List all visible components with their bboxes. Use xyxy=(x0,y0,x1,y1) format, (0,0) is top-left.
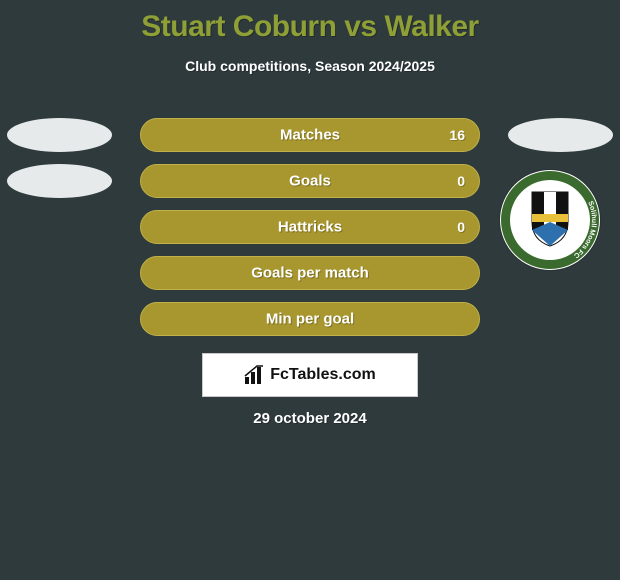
brand-text: FcTables.com xyxy=(270,366,376,384)
stat-row: Matches 16 xyxy=(0,118,620,164)
stat-label: Goals per match xyxy=(251,265,369,282)
stat-bar: Min per goal xyxy=(140,302,480,336)
stat-right-value: 16 xyxy=(449,127,465,143)
page-subtitle: Club competitions, Season 2024/2025 xyxy=(0,58,620,74)
stat-row: Min per goal xyxy=(0,302,620,348)
player-left-pill xyxy=(7,164,112,198)
player-left-pill xyxy=(7,118,112,152)
stat-bar: Goals per match xyxy=(140,256,480,290)
comparison-card: Stuart Coburn vs Walker Club competition… xyxy=(0,0,620,580)
stat-label: Min per goal xyxy=(266,311,354,328)
club-crest: Solihull Moors FC xyxy=(500,170,600,270)
date-line: 29 october 2024 xyxy=(0,410,620,427)
page-title: Stuart Coburn vs Walker xyxy=(0,0,620,44)
player-right-pill xyxy=(508,118,613,152)
stat-label: Hattricks xyxy=(278,219,342,236)
stat-label: Matches xyxy=(280,127,340,144)
brand-box: FcTables.com xyxy=(202,353,418,397)
stat-bar: Goals 0 xyxy=(140,164,480,198)
stat-bar: Matches 16 xyxy=(140,118,480,152)
stat-right-value: 0 xyxy=(457,219,465,235)
stat-label: Goals xyxy=(289,173,331,190)
stat-right-value: 0 xyxy=(457,173,465,189)
stat-bar: Hattricks 0 xyxy=(140,210,480,244)
bars-icon xyxy=(244,365,266,385)
crest-svg: Solihull Moors FC xyxy=(500,170,600,270)
